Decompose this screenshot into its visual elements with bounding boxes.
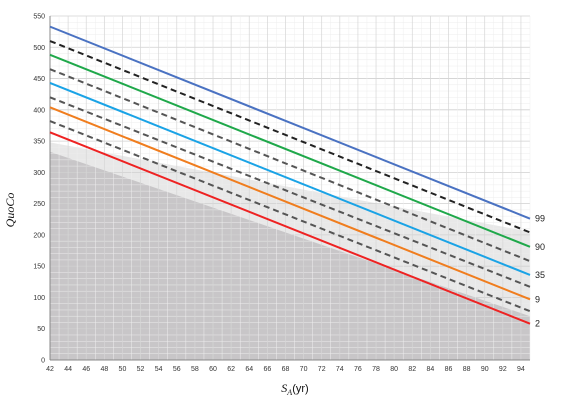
x-tick-label: 44 <box>64 366 72 373</box>
x-tick-label: 70 <box>300 366 308 373</box>
x-tick-label: 82 <box>408 366 416 373</box>
x-tick-label: 68 <box>282 366 290 373</box>
x-tick-label: 62 <box>227 366 235 373</box>
y-tick-label: 400 <box>33 107 45 114</box>
x-tick-label: 84 <box>426 366 434 373</box>
series-line-9 <box>49 131 531 325</box>
x-tick-label: 76 <box>354 366 362 373</box>
series-line-1 <box>49 25 531 220</box>
grid <box>49 15 531 361</box>
x-tick-label: 78 <box>372 366 380 373</box>
x-tick-label: 92 <box>499 366 507 373</box>
series-line-7 <box>49 106 531 301</box>
y-tick-label: 300 <box>33 170 45 177</box>
series-line-2 <box>49 40 531 234</box>
x-axis-label-main: S <box>281 381 287 395</box>
x-tick-label: 90 <box>481 366 489 373</box>
y-tick-label: 450 <box>33 76 45 83</box>
x-tick-label: 58 <box>191 366 199 373</box>
x-tick-label: 72 <box>318 366 326 373</box>
series-line-4 <box>49 68 531 263</box>
x-axis-label: SA(yr) <box>281 381 308 397</box>
y-tick-label: 0 <box>41 358 45 365</box>
series-line-3 <box>49 53 531 248</box>
series-end-label: 9 <box>535 294 540 304</box>
x-tick-label: 50 <box>119 366 127 373</box>
series-end-label: 35 <box>535 270 545 280</box>
series-end-label: 2 <box>535 319 540 329</box>
x-tick-label: 42 <box>46 366 54 373</box>
x-tick-label: 88 <box>463 366 471 373</box>
x-tick-label: 66 <box>263 366 271 373</box>
x-tick-label: 56 <box>173 366 181 373</box>
series-lines <box>49 25 531 325</box>
x-tick-label: 74 <box>336 366 344 373</box>
axes <box>49 16 530 361</box>
y-tick-label: 350 <box>33 139 45 146</box>
tick-labels: 0 50 100 150 200 250 300 350 400 450 500 550 42 44 46 4… <box>33 14 525 374</box>
end-labels: 99 90 35 9 2 <box>535 214 545 329</box>
shaded-regions <box>50 142 530 360</box>
y-tick-label: 250 <box>33 201 45 208</box>
y-tick-label: 200 <box>33 232 45 239</box>
series-line-6 <box>49 96 531 288</box>
series-line-5 <box>49 81 531 276</box>
x-tick-label: 48 <box>100 366 108 373</box>
y-tick-label: 500 <box>33 45 45 52</box>
series-line-8 <box>49 120 531 313</box>
y-axis-label: QuoCo <box>3 193 17 228</box>
x-tick-label: 52 <box>137 366 145 373</box>
x-tick-label: 86 <box>445 366 453 373</box>
y-tick-label: 150 <box>33 264 45 271</box>
x-tick-label: 80 <box>390 366 398 373</box>
x-tick-label: 64 <box>245 366 253 373</box>
x-axis-label-sub: A <box>286 388 292 397</box>
y-tick-label: 550 <box>33 14 45 21</box>
y-tick-label: 50 <box>37 326 45 333</box>
x-tick-label: 60 <box>209 366 217 373</box>
x-tick-label: 46 <box>82 366 90 373</box>
x-axis-label-unit: (yr) <box>292 383 309 395</box>
series-end-label: 90 <box>535 242 545 252</box>
x-tick-label: 54 <box>155 366 163 373</box>
y-tick-label: 100 <box>33 295 45 302</box>
x-tick-label: 94 <box>517 366 525 373</box>
series-end-label: 99 <box>535 214 545 224</box>
